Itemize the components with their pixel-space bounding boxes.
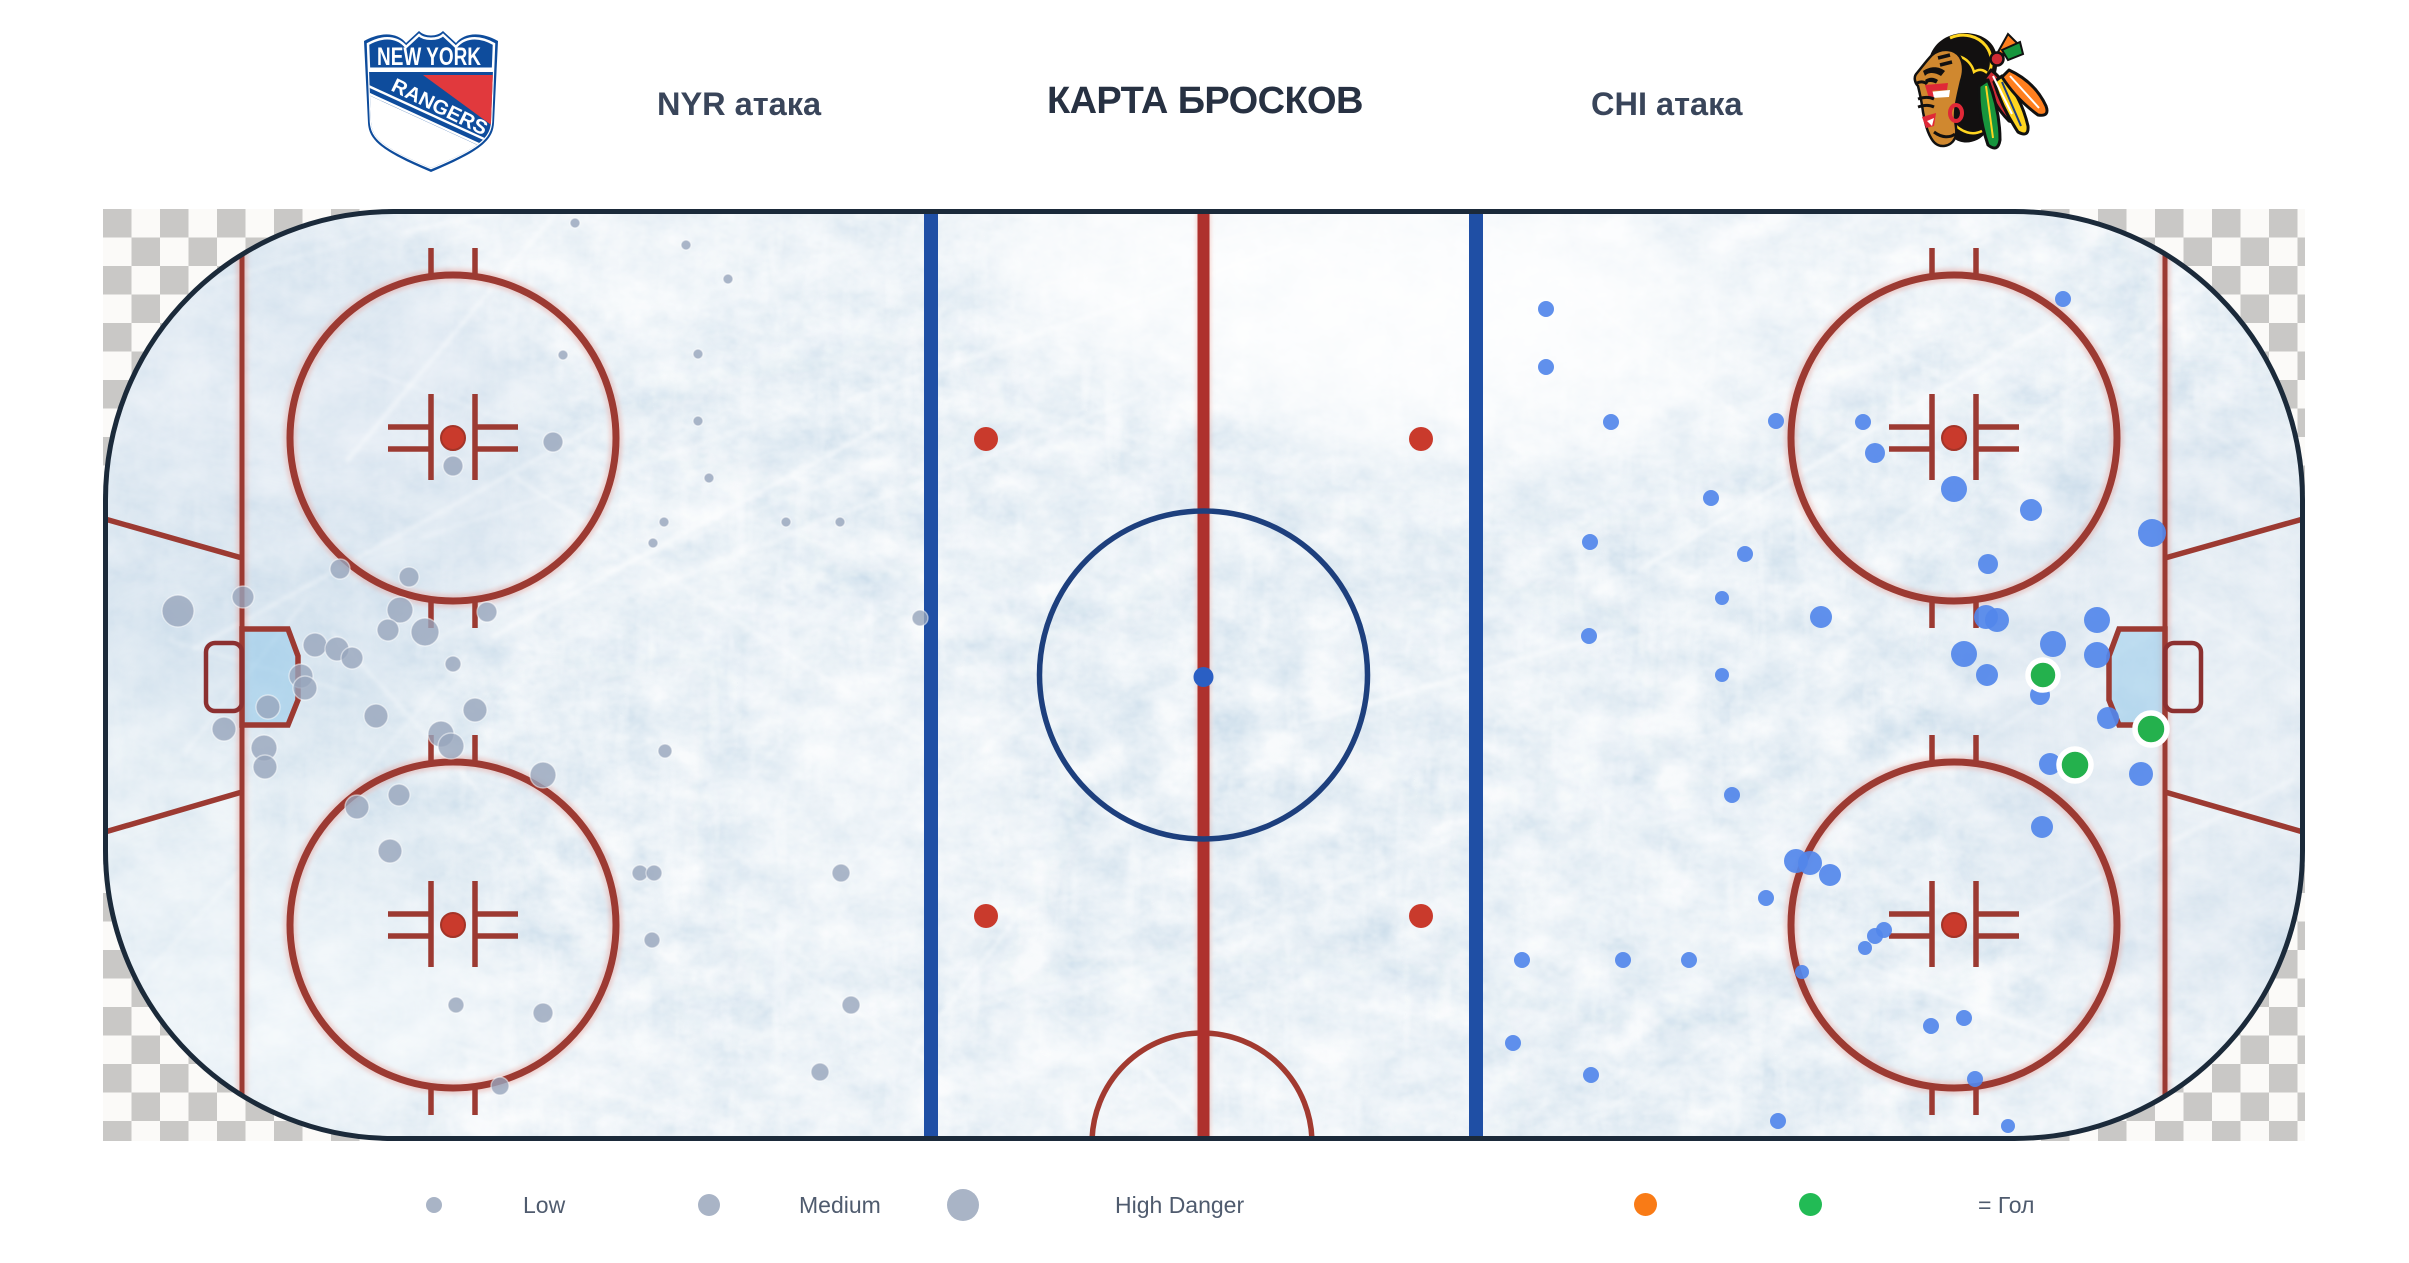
svg-text:NEW YORK: NEW YORK xyxy=(377,43,481,71)
